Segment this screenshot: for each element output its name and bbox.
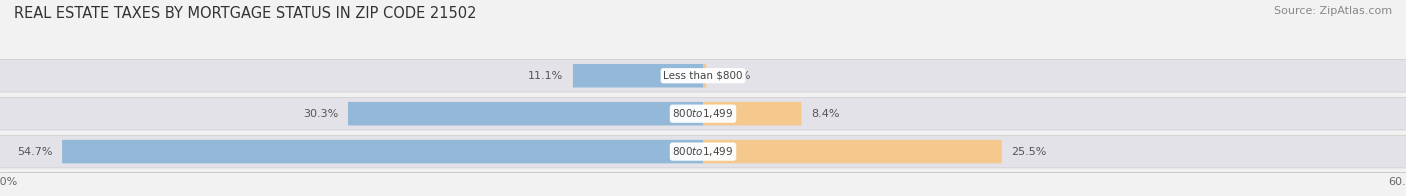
Text: 30.3%: 30.3% (304, 109, 339, 119)
Text: $800 to $1,499: $800 to $1,499 (672, 145, 734, 158)
Text: 11.1%: 11.1% (529, 71, 564, 81)
FancyBboxPatch shape (62, 140, 703, 163)
FancyBboxPatch shape (703, 140, 1001, 163)
FancyBboxPatch shape (0, 97, 1406, 130)
Text: REAL ESTATE TAXES BY MORTGAGE STATUS IN ZIP CODE 21502: REAL ESTATE TAXES BY MORTGAGE STATUS IN … (14, 6, 477, 21)
Text: 54.7%: 54.7% (17, 147, 53, 157)
FancyBboxPatch shape (0, 59, 1406, 92)
FancyBboxPatch shape (574, 64, 703, 87)
Text: 0.28%: 0.28% (716, 71, 751, 81)
Text: $800 to $1,499: $800 to $1,499 (672, 107, 734, 120)
Text: Less than $800: Less than $800 (664, 71, 742, 81)
Text: Source: ZipAtlas.com: Source: ZipAtlas.com (1274, 6, 1392, 16)
FancyBboxPatch shape (349, 102, 703, 125)
FancyBboxPatch shape (703, 64, 706, 87)
FancyBboxPatch shape (703, 102, 801, 125)
FancyBboxPatch shape (0, 135, 1406, 168)
Text: 8.4%: 8.4% (811, 109, 839, 119)
Text: 25.5%: 25.5% (1011, 147, 1046, 157)
